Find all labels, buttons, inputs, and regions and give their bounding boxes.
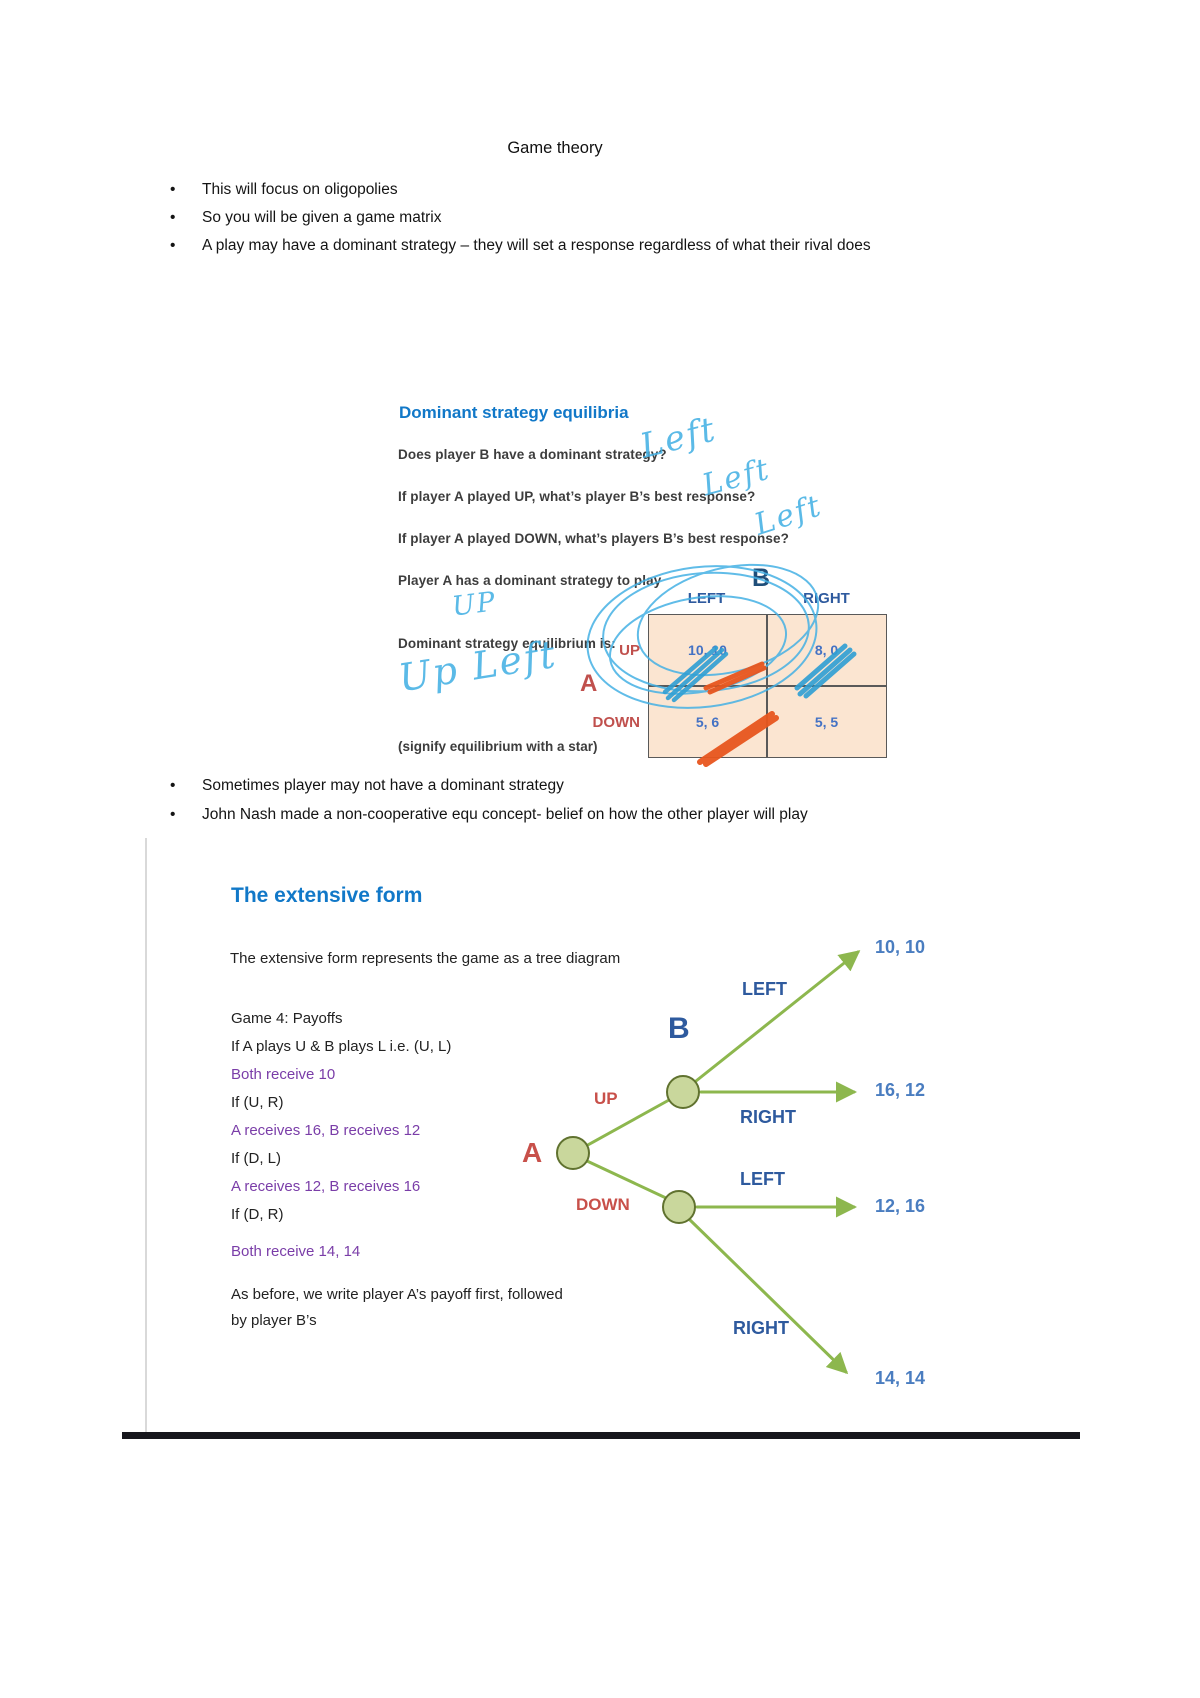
slide1-heading: Dominant strategy equilibria: [399, 403, 629, 422]
tree-node-a: [556, 1136, 590, 1170]
bullet-item: • So you will be given a game matrix: [170, 204, 1030, 232]
matrix-player-a-label: A: [580, 670, 598, 697]
matrix-player-b-label: B: [752, 564, 771, 592]
horizontal-rule: [122, 1432, 1080, 1439]
slide1-question-3: If player A played DOWN, what’s players …: [398, 531, 789, 546]
bullet-marker: •: [170, 806, 176, 823]
payoff-line: If (U, R): [231, 1094, 284, 1111]
bullet-item: • A play may have a dominant strategy – …: [170, 232, 1030, 260]
bullet-item: • John Nash made a non-cooperative equ c…: [170, 801, 1030, 829]
matrix-cell-down-left: 5, 6: [695, 714, 720, 730]
bullet-item: • Sometimes player may not have a domina…: [170, 772, 1030, 800]
bullet-item: • This will focus on oligopolies: [170, 176, 1030, 204]
slide2-closing-line-1: As before, we write player A’s payoff fi…: [231, 1286, 563, 1303]
matrix-cell-up-right: 8, 0: [814, 642, 839, 658]
matrix-row-down-label: DOWN: [592, 714, 641, 731]
bullet-text: Sometimes player may not have a dominant…: [202, 777, 564, 794]
handwriting-dominant-up: UP: [450, 586, 499, 623]
bullet-text: This will focus on oligopolies: [202, 181, 398, 198]
tree-branches: [584, 950, 861, 1375]
tree-action-down-left-label: LEFT: [740, 1169, 785, 1189]
slide1-statement-equilibrium: Dominant strategy equilibrium is:: [398, 636, 616, 651]
tree-node-b-up: [666, 1075, 700, 1109]
tree-branch-down-label: DOWN: [576, 1195, 630, 1214]
bullet-marker: •: [170, 181, 176, 198]
matrix-cell-up-left: 10, 10: [688, 642, 727, 658]
tree-payoff-up-right: 16, 12: [875, 1080, 926, 1100]
payoff-line: Game 4: Payoffs: [231, 1010, 343, 1027]
matrix-cell-down-right: 5, 5: [814, 714, 839, 730]
slide2-left-border: [145, 838, 147, 1432]
handwriting-answer-1: Left: [636, 409, 721, 467]
slide1-footnote: (signify equilibrium with a star): [398, 739, 598, 754]
tree-action-up-right-label: RIGHT: [740, 1107, 796, 1127]
matrix-col-left-label: LEFT: [687, 590, 726, 607]
bullet-text: John Nash made a non-cooperative equ con…: [202, 806, 808, 823]
slide2-intro: The extensive form represents the game a…: [230, 950, 621, 967]
page-title: Game theory: [507, 139, 603, 157]
matrix-col-right-label: RIGHT: [803, 590, 850, 607]
handwriting-answer-2: Left: [698, 451, 775, 504]
payoff-line: Both receive 14, 14: [231, 1243, 361, 1260]
slide1-statement-dominant: Player A has a dominant strategy to play: [398, 573, 662, 588]
slide2-closing-line-2: by player B’s: [231, 1312, 317, 1329]
matrix-row-up-label: UP: [619, 642, 640, 659]
bullet-text: A play may have a dominant strategy – th…: [202, 237, 871, 254]
tree-action-up-left-label: LEFT: [742, 979, 787, 999]
tree-action-down-right-label: RIGHT: [733, 1318, 789, 1338]
payoff-line: A receives 12, B receives 16: [231, 1178, 421, 1195]
tree-payoff-down-right: 14, 14: [875, 1368, 926, 1388]
tree-payoff-up-left: 10, 10: [875, 937, 926, 957]
payoff-line: Both receive 10: [231, 1066, 336, 1083]
tree-branch-up-label: UP: [594, 1089, 618, 1108]
bullet-marker: •: [170, 237, 176, 254]
bullet-text: So you will be given a game matrix: [202, 209, 442, 226]
tree-player-a-label: A: [522, 1137, 543, 1168]
tree-payoff-down-left: 12, 16: [875, 1196, 926, 1216]
payoff-line: If (D, R): [231, 1206, 284, 1223]
tree-player-b-label: B: [668, 1012, 690, 1045]
payoff-line: If A plays U & B plays L i.e. (U, L): [231, 1038, 452, 1055]
slide1-question-1: Does player B have a dominant strategy?: [398, 447, 667, 462]
bullet-marker: •: [170, 777, 176, 794]
payoff-matrix: 10, 10 8, 0 5, 6 5, 5: [648, 614, 887, 758]
bullet-marker: •: [170, 209, 176, 226]
slide2-heading: The extensive form: [231, 884, 423, 907]
tree-node-b-down: [662, 1190, 696, 1224]
slide1-question-2: If player A played UP, what’s player B’s…: [398, 489, 756, 504]
payoff-line: If (D, L): [231, 1150, 282, 1167]
payoff-line: A receives 16, B receives 12: [231, 1122, 421, 1139]
